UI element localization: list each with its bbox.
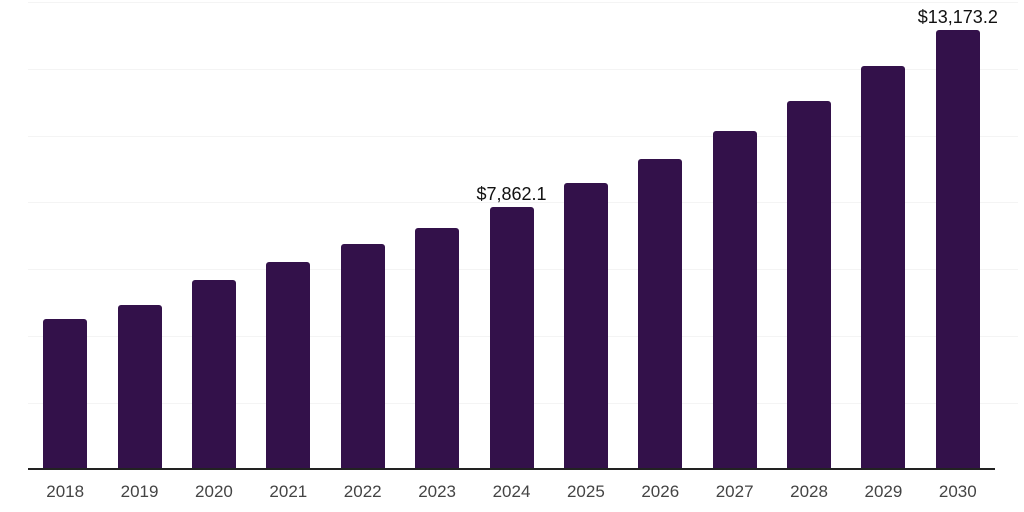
- bar-2024: [489, 206, 534, 470]
- gridline-8000: [28, 202, 1018, 204]
- bar-2021: [266, 261, 311, 470]
- x-tick-label-2023: 2023: [418, 482, 457, 501]
- bar-2029: [861, 65, 906, 470]
- bar-2018: [43, 318, 88, 470]
- x-tick-label-2022: 2022: [343, 482, 382, 501]
- data-label-2024: $7,862.1: [476, 183, 547, 204]
- bar-2028: [787, 100, 832, 470]
- x-tick-label-2021: 2021: [269, 482, 308, 501]
- gridline-14000: [28, 2, 1018, 3]
- bar-2026: [638, 159, 683, 470]
- bar-2023: [415, 228, 460, 470]
- gridline-10000: [28, 135, 1018, 137]
- x-tick-label-2025: 2025: [566, 482, 605, 501]
- bar-2030: [935, 29, 980, 470]
- x-tick-label-2030: 2030: [938, 482, 977, 501]
- x-tick-label-2029: 2029: [864, 482, 903, 501]
- bar-2022: [340, 244, 385, 470]
- x-tick-label-2020: 2020: [195, 482, 233, 501]
- x-tick-label-2026: 2026: [641, 482, 680, 501]
- bar-2025: [563, 182, 608, 470]
- gridline-12000: [28, 68, 1018, 70]
- x-tick-label-2027: 2027: [715, 482, 754, 501]
- x-axis-line: [28, 468, 995, 470]
- x-tick-label-2028: 2028: [790, 482, 828, 501]
- x-tick-label-2018: 2018: [46, 482, 85, 501]
- x-tick-label-2024: 2024: [492, 482, 531, 501]
- bar-2020: [191, 280, 236, 470]
- bar-2027: [712, 130, 757, 470]
- x-tick-label-2019: 2019: [120, 482, 159, 501]
- data-label-2030: $13,173.2: [917, 6, 998, 27]
- bar-2019: [117, 304, 162, 470]
